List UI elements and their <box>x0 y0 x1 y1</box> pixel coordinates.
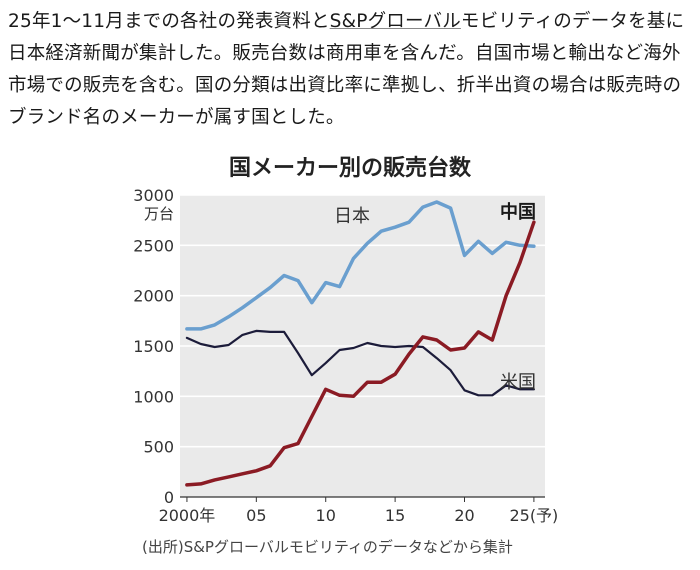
y-axis-unit-label: 万台 <box>144 205 174 223</box>
series-line-2 <box>185 220 536 487</box>
source-note: (出所)S&Pグローバルモビリティのデータなどから集計 <box>142 538 513 556</box>
y-tick-label: 1500 <box>133 337 174 356</box>
x-tick-label: 10 <box>316 506 336 525</box>
series-line-1 <box>185 329 536 397</box>
x-tick-label: 25(予) <box>509 506 558 525</box>
series-label-1: 米国 <box>500 372 536 393</box>
y-tick-label: 3000 <box>133 186 174 205</box>
chart-title: 国メーカー別の販売台数 <box>228 156 471 181</box>
intro-text-2: モビリティのデータを基に日本経済新聞が集計した。販売台数は商用車を含んだ。自国市… <box>8 11 685 128</box>
y-tick-label: 500 <box>143 438 174 457</box>
y-tick-label: 2500 <box>133 236 174 255</box>
intro-text-1: 25年1～11月までの各社の発表資料と <box>8 11 330 32</box>
series-label-0: 日本 <box>334 206 370 227</box>
sp-global-link[interactable]: S&Pグローバル <box>329 11 461 32</box>
intro-paragraph: 25年1～11月までの各社の発表資料とS&Pグローバルモビリティのデータを基に日… <box>8 6 692 134</box>
y-tick-label: 1000 <box>133 387 174 406</box>
x-tick-label: 2000年 <box>159 506 216 525</box>
x-tick-label: 15 <box>385 506 405 525</box>
series-line-0 <box>185 200 536 331</box>
x-tick-label: 20 <box>454 506 474 525</box>
y-tick-label: 2000 <box>133 287 174 306</box>
y-tick-label: 0 <box>164 488 174 507</box>
series-label-2: 中国 <box>500 201 536 223</box>
x-tick-label: 05 <box>246 506 266 525</box>
